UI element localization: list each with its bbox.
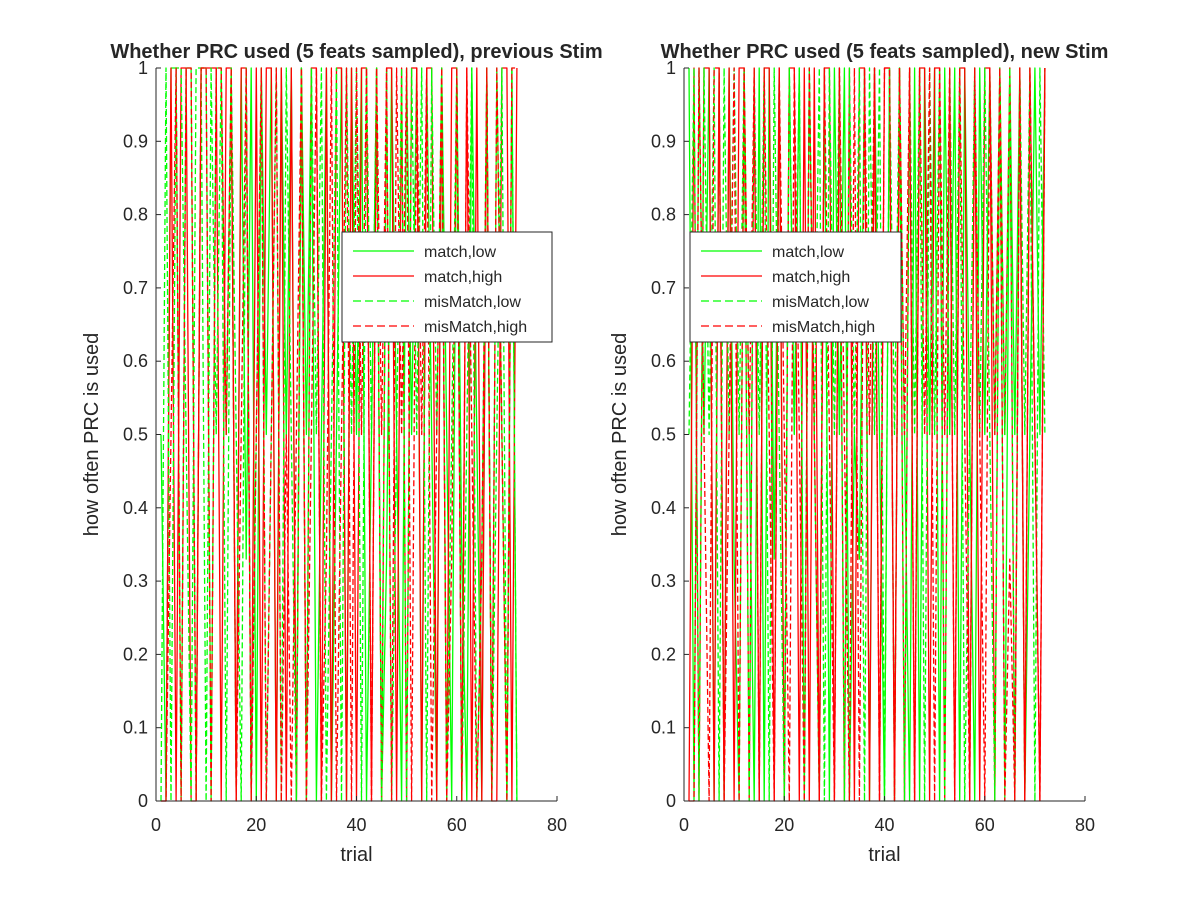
series-line-4 — [161, 67, 517, 802]
y-tick-label: 0.8 — [651, 205, 676, 225]
x-tick-label: 60 — [447, 815, 467, 835]
x-tick-label: 60 — [975, 815, 995, 835]
y-tick-label: 0.6 — [651, 351, 676, 371]
x-tick-label: 20 — [246, 815, 266, 835]
y-tick-label: 0.1 — [651, 718, 676, 738]
series-line-3 — [688, 67, 1046, 802]
chart-1: 0 0.1 0.2 0.3 0.4 0.5 0.6 0.7 0.8 0.9 1 0 20 40 60 80 tr… — [81, 41, 603, 866]
legend-entry: match,high — [424, 269, 502, 286]
chart-title: Whether PRC used (5 feats sampled), new … — [661, 41, 1109, 63]
legend-box — [341, 231, 553, 343]
y-tick-label: 1 — [666, 58, 676, 78]
x-tick-label: 80 — [1075, 815, 1095, 835]
legend-entry: match,low — [772, 244, 844, 261]
series-line-3 — [160, 67, 518, 802]
y-tick-label: 0.7 — [123, 278, 148, 298]
x-tick-label: 20 — [774, 815, 794, 835]
series-group — [160, 67, 518, 802]
y-tick-label: 0.3 — [651, 571, 676, 591]
y-tick-label: 0.7 — [651, 278, 676, 298]
legend-entry: misMatch,low — [772, 294, 869, 311]
y-tick-label: 0.6 — [123, 351, 148, 371]
x-tick-label: 40 — [874, 815, 894, 835]
y-tick-label: 0.2 — [123, 644, 148, 664]
x-tick-label: 0 — [679, 815, 689, 835]
legend: match,low match,high misMatch,low misMatch,… — [341, 231, 553, 343]
legend-entry: misMatch,low — [424, 294, 521, 311]
y-tick-label: 0.5 — [651, 425, 676, 445]
y-tick-label: 0.5 — [123, 425, 148, 445]
legend-entry: misMatch,high — [772, 319, 875, 336]
x-tick-label: 80 — [547, 815, 567, 835]
chart-2: 0 0.1 0.2 0.3 0.4 0.5 0.6 0.7 0.8 0.9 1 0 20 40 60 80 tr… — [609, 41, 1108, 866]
legend-entry: match,high — [772, 269, 850, 286]
chart-title: Whether PRC used (5 feats sampled), prev… — [110, 41, 602, 63]
y-tick-label: 0.3 — [123, 571, 148, 591]
y-tick-label: 0.9 — [123, 131, 148, 151]
x-axis-label: trial — [340, 844, 372, 866]
x-tick-label: 40 — [346, 815, 366, 835]
y-tick-label: 0 — [666, 791, 676, 811]
y-axis-label: how often PRC is used — [609, 333, 631, 536]
x-axis-label: trial — [868, 844, 900, 866]
y-tick-label: 0.8 — [123, 205, 148, 225]
y-tick-label: 0.4 — [651, 498, 676, 518]
legend-entry: match,low — [424, 244, 496, 261]
y-tick-label: 0.9 — [651, 131, 676, 151]
y-axis-label: how often PRC is used — [81, 333, 103, 536]
y-tick-label: 0 — [138, 791, 148, 811]
y-tick-label: 0.1 — [123, 718, 148, 738]
x-tick-label: 0 — [151, 815, 161, 835]
legend-box — [689, 231, 902, 343]
legend-entry: misMatch,high — [424, 319, 527, 336]
y-tick-label: 0.4 — [123, 498, 148, 518]
y-tick-label: 1 — [138, 58, 148, 78]
y-tick-label: 0.2 — [651, 644, 676, 664]
legend: match,low match,high misMatch,low misMatch,… — [689, 231, 902, 343]
